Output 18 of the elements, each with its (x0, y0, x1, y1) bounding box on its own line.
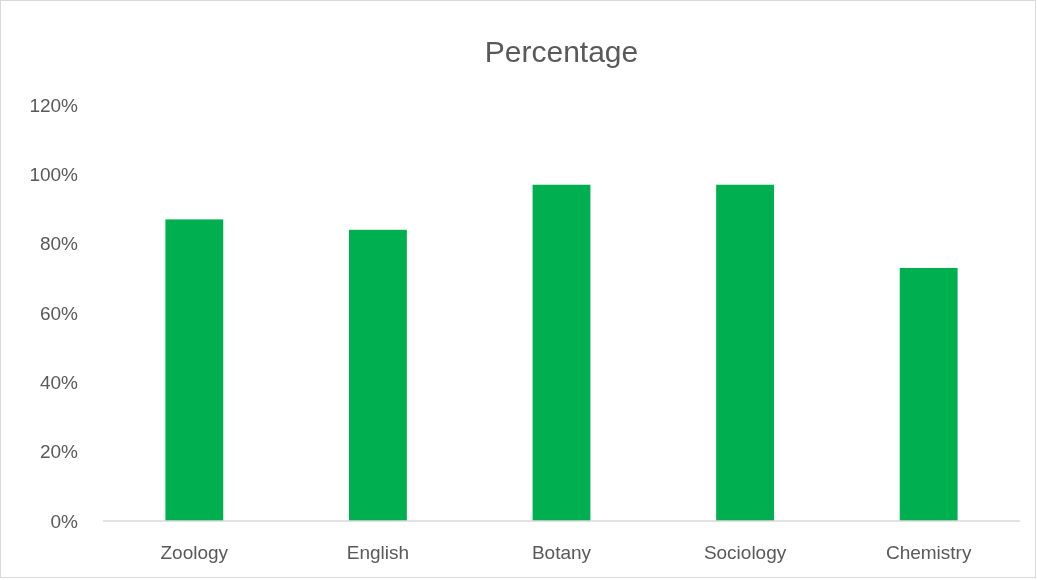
y-tick-label: 0% (50, 510, 79, 532)
y-tick-label: 20% (39, 441, 79, 463)
bar (165, 219, 224, 521)
x-tick-label: Sociology (703, 542, 787, 563)
y-tick-label: 60% (39, 302, 79, 324)
y-tick-label: 100% (29, 163, 79, 185)
y-tick-label: 40% (39, 371, 79, 393)
x-tick-label: Botany (531, 542, 592, 563)
y-tick-label: 120% (29, 94, 79, 116)
bar (532, 184, 591, 521)
chart-title: Percentage (484, 35, 639, 68)
bar (899, 267, 958, 521)
bar (716, 184, 774, 521)
x-tick-label: Chemistry (885, 542, 972, 563)
y-tick-label: 80% (39, 233, 79, 255)
bar (349, 229, 407, 521)
x-tick-label: Zoology (160, 542, 229, 563)
x-tick-label: English (346, 542, 410, 563)
